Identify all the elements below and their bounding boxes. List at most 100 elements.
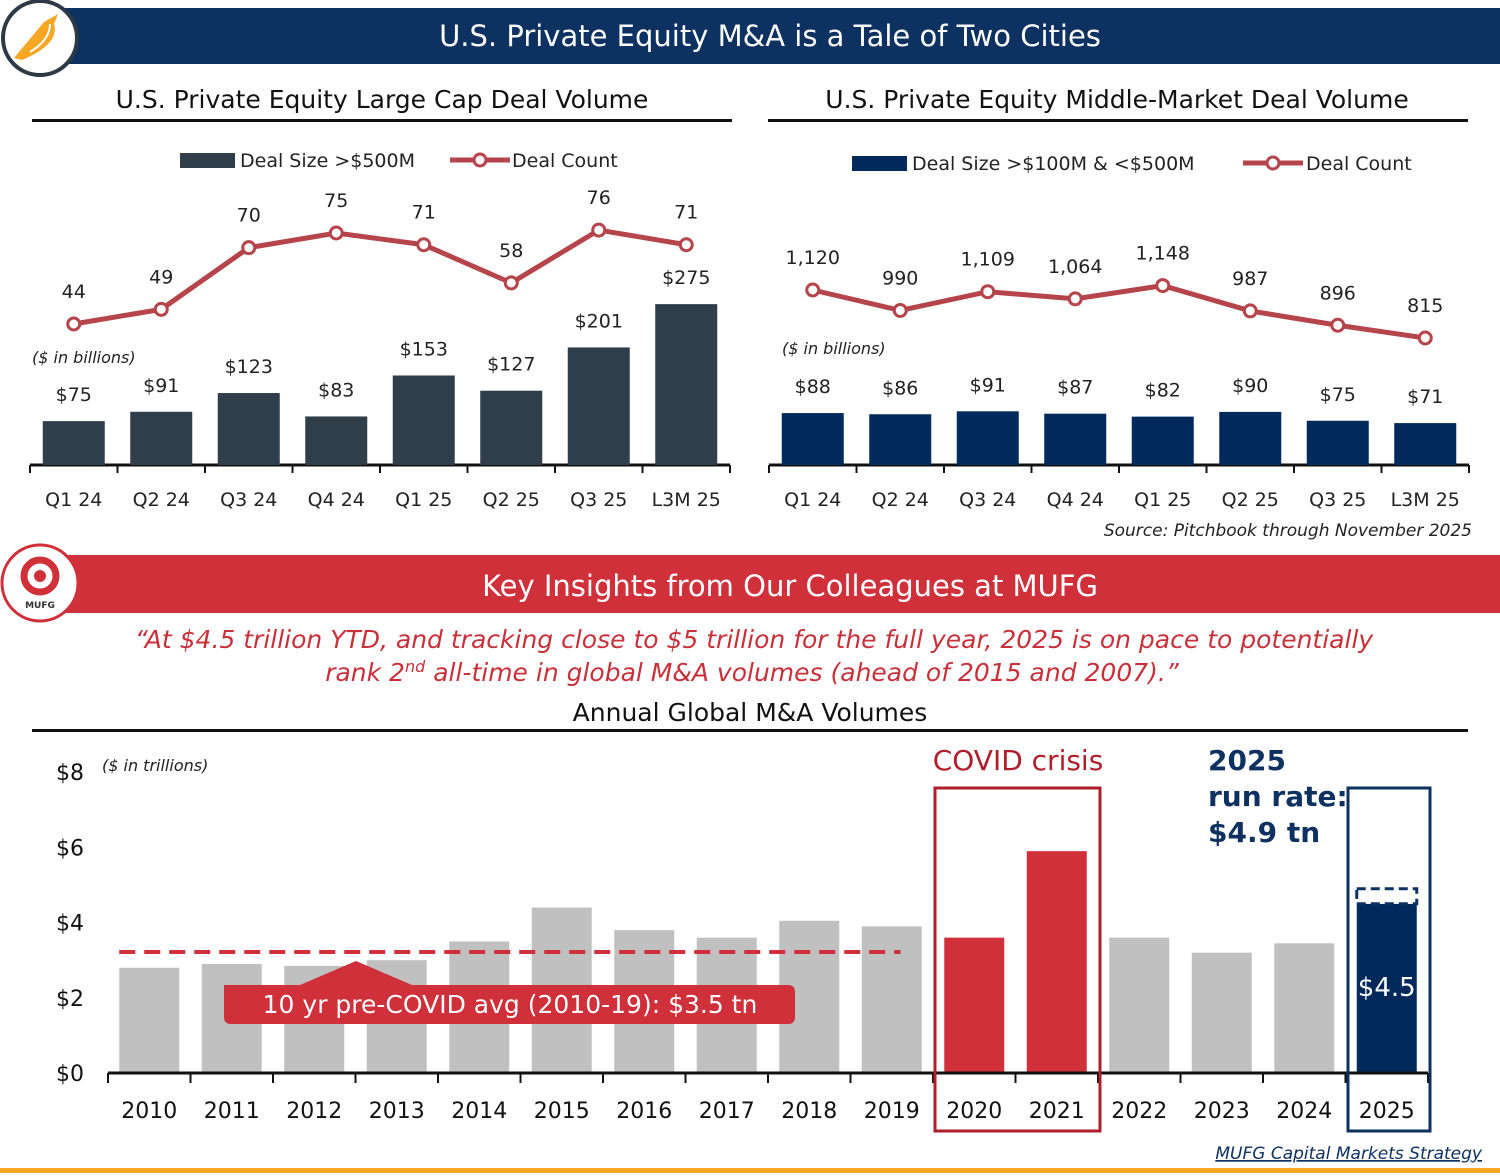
deal-count-label: 49: [149, 266, 173, 288]
x-tick-label: 2023: [1194, 1099, 1250, 1124]
x-tick-label: L3M 25: [1391, 489, 1460, 511]
bar-2025: [1356, 903, 1417, 1073]
x-tick-label: Q2 25: [1222, 489, 1279, 511]
covid-box: [933, 786, 1102, 1133]
x-tick-label: Q4 24: [1047, 489, 1104, 511]
x-tick-label: 2021: [1029, 1099, 1085, 1124]
deal-count-label: 990: [882, 267, 918, 289]
page-title: U.S. Private Equity M&A is a Tale of Two…: [439, 19, 1101, 53]
bar-value-label: $75: [1320, 384, 1356, 406]
quote-line-2: rank 2nd all-time in global M&A volumes …: [325, 657, 1180, 687]
bar-value-label: $91: [970, 374, 1006, 396]
company-logo: [1, 0, 79, 77]
deal-count-point: [1067, 291, 1083, 307]
legend-line-label: Deal Count: [1306, 153, 1412, 175]
deal-count-label: 70: [237, 205, 261, 227]
x-tick-label: 2017: [699, 1099, 755, 1124]
deal-count-point: [591, 222, 607, 238]
header-bar: [40, 8, 1500, 64]
quote-line-1: “At $4.5 trillion YTD, and tracking clos…: [135, 625, 1375, 654]
deal-count-label: 75: [324, 190, 348, 212]
y-tick-label: $6: [56, 836, 84, 861]
x-tick-label: Q2 25: [483, 489, 540, 511]
large-cap-legend: Deal Size >$500M Deal Count: [180, 150, 618, 172]
deal-count-point: [153, 301, 169, 317]
y-tick-label: $2: [56, 987, 84, 1012]
x-tick-label: Q3 25: [1309, 489, 1366, 511]
x-tick-label: L3M 25: [652, 489, 721, 511]
average-callout: [224, 961, 795, 1024]
middle-market-unit-note: ($ in billions): [782, 339, 886, 358]
run-rate-outline: [1355, 887, 1419, 906]
bar-value-label: $153: [400, 338, 448, 360]
bar-2021: [1026, 851, 1087, 1073]
x-tick-label: 2010: [121, 1099, 177, 1124]
bar-value-label: $87: [1057, 377, 1093, 399]
bar-value-label: $91: [143, 375, 179, 397]
bar: [217, 393, 280, 465]
middle-market-divider: [768, 119, 1468, 122]
source-note: Source: Pitchbook through November 2025: [1104, 521, 1472, 541]
deal-count-label: 987: [1232, 268, 1268, 290]
x-tick-label: Q1 25: [395, 489, 452, 511]
deal-count-line: [812, 283, 1426, 341]
global-unit-note: ($ in trillions): [102, 756, 208, 775]
deal-count-point: [1155, 278, 1171, 294]
middle-market-legend: Deal Size >$100M & <$500M Deal Count: [852, 153, 1412, 175]
legend-bar-swatch: [180, 153, 235, 168]
bar: [956, 411, 1019, 465]
bar-value-label: $123: [225, 356, 273, 378]
bar-value-label: $86: [882, 377, 918, 399]
x-tick-label: Q2 24: [133, 489, 190, 511]
mufg-band: [40, 555, 1500, 613]
bar-value-label: $83: [318, 379, 354, 401]
deal-count-point: [66, 316, 82, 332]
x-tick-label: 2011: [204, 1099, 260, 1124]
bar: [305, 416, 368, 465]
bar-2019: [861, 926, 922, 1073]
bar-value-label: $275: [662, 267, 710, 289]
deal-count-label: 896: [1320, 282, 1356, 304]
bar: [1306, 420, 1369, 465]
x-tick-label: 2022: [1111, 1099, 1167, 1124]
legend-bar-label: Deal Size >$100M & <$500M: [912, 153, 1195, 175]
bar: [1131, 416, 1194, 465]
bar-2024: [1274, 943, 1335, 1073]
bar: [1219, 411, 1282, 465]
x-tick-label: 2020: [946, 1099, 1002, 1124]
deal-count-label: 71: [412, 202, 436, 224]
deal-count-label: 1,109: [961, 249, 1015, 271]
bar-2010: [119, 967, 180, 1073]
deal-count-point: [892, 302, 908, 318]
mufg-strategy-link[interactable]: MUFG Capital Markets Strategy: [1215, 1144, 1483, 1164]
bar: [781, 413, 844, 465]
global-chart: $0 $2 $4 $6 $8 2010 2011 2012 2013 2014 2015 2016 20…: [56, 761, 1432, 1133]
run-rate-annotation-1: 2025: [1208, 744, 1286, 777]
x-tick-label: Q1 25: [1134, 489, 1191, 511]
deal-count-line: [73, 227, 687, 327]
current-year-box: [1346, 786, 1432, 1133]
x-tick-label: Q3 25: [570, 489, 627, 511]
deal-count-point: [678, 237, 694, 253]
x-tick-label: Q2 24: [872, 489, 929, 511]
large-cap-divider: [32, 119, 732, 122]
bar: [655, 304, 718, 465]
bar: [567, 347, 630, 465]
deal-count-point: [328, 225, 344, 241]
y-tick-label: $0: [56, 1062, 84, 1087]
x-tick-label: 2018: [781, 1099, 837, 1124]
deal-count-label: 58: [499, 240, 523, 262]
x-tick-label: Q3 24: [220, 489, 277, 511]
y-tick-label: $8: [56, 761, 84, 786]
bar-value-label: $88: [795, 376, 831, 398]
covid-annotation: COVID crisis: [933, 744, 1104, 777]
deal-count-point: [416, 237, 432, 253]
large-cap-unit-note: ($ in billions): [32, 348, 136, 367]
bar-2023: [1191, 952, 1252, 1073]
bar-value-label: $127: [487, 354, 535, 376]
x-tick-label: 2013: [369, 1099, 425, 1124]
bar: [1394, 423, 1457, 465]
x-tick-label: Q3 24: [959, 489, 1016, 511]
bar: [480, 390, 543, 465]
